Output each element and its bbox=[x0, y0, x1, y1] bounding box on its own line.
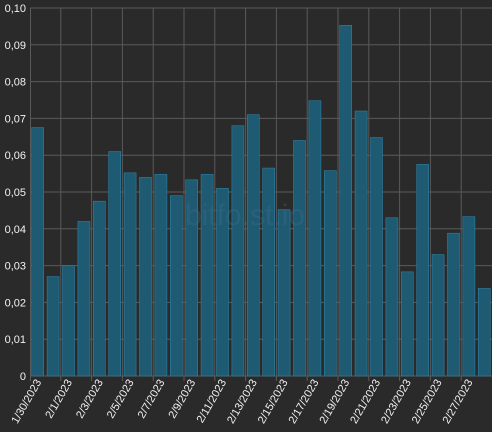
bar bbox=[447, 232, 460, 377]
bar bbox=[185, 179, 199, 377]
y-tick-label: 0,02 bbox=[5, 297, 26, 309]
bar bbox=[231, 125, 245, 377]
bar bbox=[200, 174, 214, 377]
bar bbox=[123, 172, 137, 377]
y-tick-label: 0 bbox=[20, 371, 26, 383]
bar bbox=[246, 114, 260, 377]
bar bbox=[77, 221, 91, 377]
grid-lines bbox=[30, 7, 492, 381]
bar bbox=[46, 276, 60, 377]
bar bbox=[139, 176, 152, 377]
y-tick-label: 0,04 bbox=[5, 224, 26, 236]
bar bbox=[108, 151, 122, 377]
y-tick-label: 0,09 bbox=[5, 40, 26, 52]
bars bbox=[31, 24, 491, 377]
bar bbox=[262, 167, 276, 377]
bar bbox=[154, 174, 168, 377]
y-tick-label: 0,08 bbox=[5, 77, 26, 89]
watermark: bitfo.st.io bbox=[185, 199, 305, 232]
bar bbox=[339, 24, 353, 377]
y-tick-label: 0,10 bbox=[5, 3, 26, 15]
y-tick-label: 0,03 bbox=[5, 261, 26, 273]
bar bbox=[62, 265, 75, 377]
bar bbox=[169, 195, 183, 377]
bar bbox=[477, 288, 491, 377]
bar bbox=[462, 216, 476, 377]
bar bbox=[31, 127, 45, 377]
bar bbox=[293, 140, 306, 377]
bar bbox=[308, 100, 322, 377]
bar bbox=[354, 110, 368, 377]
bar bbox=[216, 188, 229, 377]
y-axis-ticks: 0 0,01 0,02 0,03 0,04 0,05 0,06 0,07 0,08 0,09 0,1… bbox=[5, 3, 26, 383]
y-tick-label: 0,05 bbox=[5, 187, 26, 199]
bar bbox=[431, 254, 445, 377]
bar bbox=[277, 209, 291, 377]
y-tick-label: 0,07 bbox=[5, 113, 26, 125]
y-tick-label: 0,01 bbox=[5, 334, 26, 346]
bar bbox=[385, 217, 399, 377]
bar bbox=[416, 164, 430, 377]
bar bbox=[323, 170, 337, 377]
bar bbox=[400, 271, 414, 377]
bar bbox=[370, 137, 383, 377]
y-tick-label: 0,06 bbox=[5, 150, 26, 162]
bar bbox=[92, 200, 106, 377]
